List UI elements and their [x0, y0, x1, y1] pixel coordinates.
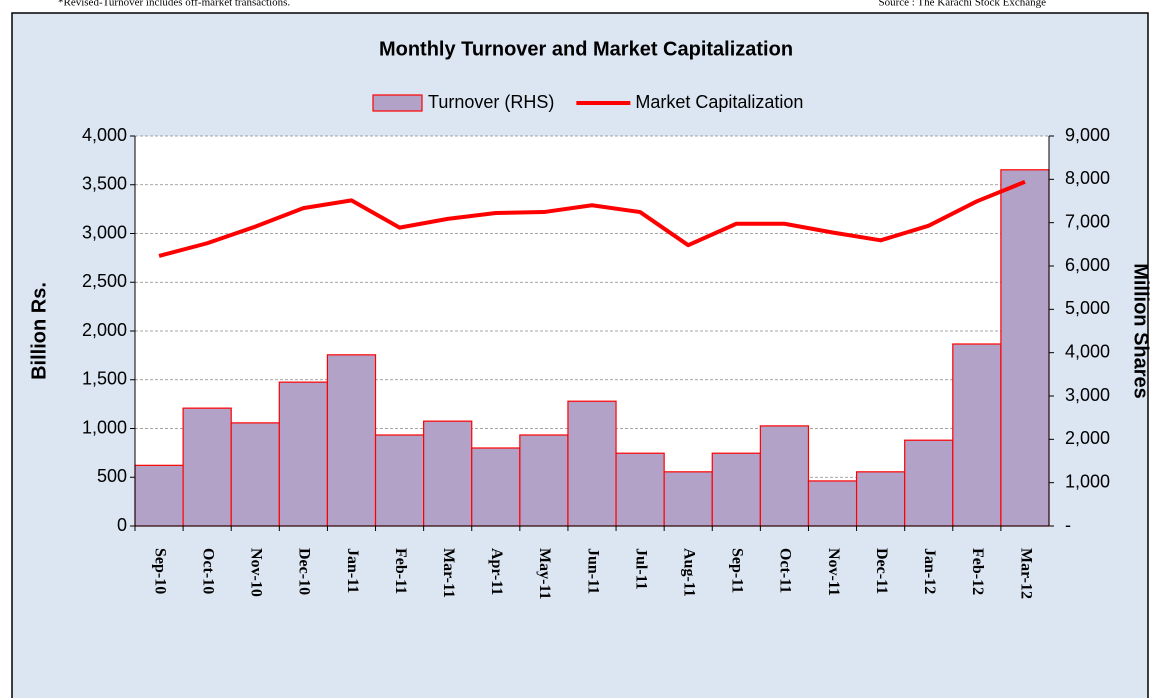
y2-tick-label: 1,000: [1065, 471, 1110, 491]
y-tick-label: 1,500: [82, 369, 127, 389]
bar: [904, 439, 954, 527]
y2-tick-label: 7,000: [1065, 211, 1110, 231]
y2-tick-label: 8,000: [1065, 168, 1110, 188]
bar: [326, 354, 377, 527]
bar: [519, 434, 569, 527]
bar: [952, 343, 1002, 527]
x-tick-label: Jan-11: [344, 548, 361, 593]
y2-axis-label: Million Shares: [1130, 263, 1150, 399]
x-tick-label: Feb-11: [392, 548, 409, 594]
x-tick-label: Jun-11: [584, 548, 601, 594]
x-tick-label: Dec-11: [873, 548, 890, 594]
y-tick-label: 2,500: [82, 271, 127, 291]
y2-tick-label: 4,000: [1065, 341, 1110, 361]
bar: [134, 464, 184, 527]
x-tick-label: Sep-10: [151, 548, 168, 594]
y-tick-label: 4,000: [82, 125, 127, 145]
y2-tick-label: 2,000: [1065, 428, 1110, 448]
x-tick-label: Sep-11: [729, 548, 746, 593]
bar: [663, 471, 713, 527]
legend-label: Turnover (RHS): [428, 92, 554, 112]
y2-tick-label: 5,000: [1065, 298, 1110, 318]
note: *Revised-Turnover includes off-market tr…: [58, 0, 290, 9]
bar: [567, 400, 617, 527]
bar: [759, 425, 810, 527]
bar: [278, 381, 329, 527]
bar: [1000, 169, 1050, 527]
x-tick-label: Oct-11: [777, 548, 794, 593]
bar: [855, 471, 906, 527]
bar: [615, 452, 665, 527]
y-tick-label: 0: [117, 515, 127, 535]
y2-tick-label: 3,000: [1065, 385, 1110, 405]
x-tick-label: Dec-10: [296, 548, 313, 595]
bar: [423, 420, 473, 527]
bar: [471, 447, 521, 527]
x-tick-label: May-11: [536, 548, 553, 600]
x-tick-label: Jul-11: [632, 548, 649, 590]
y-tick-label: 3,500: [82, 174, 127, 194]
legend-swatch: [372, 94, 423, 112]
x-tick-label: Apr-11: [488, 548, 505, 595]
y2-tick-label: 6,000: [1065, 255, 1110, 275]
chart-title: Monthly Turnover and Market Capitalizati…: [379, 38, 793, 60]
line: [158, 179, 1026, 258]
bar: [182, 407, 232, 527]
y-axis-label: Billion Rs.: [28, 282, 50, 380]
bar: [807, 480, 858, 527]
x-tick-label: Feb-12: [969, 548, 986, 595]
source: Source : The Karachi Stock Exchange: [879, 0, 1047, 9]
x-tick-label: Mar-11: [440, 548, 457, 598]
x-tick-label: Nov-11: [825, 548, 842, 596]
bar: [374, 434, 425, 527]
y2-tick-label: -: [1065, 515, 1071, 535]
x-tick-label: Jan-12: [921, 548, 938, 594]
bar: [230, 422, 280, 527]
y2-tick-label: 9,000: [1065, 125, 1110, 145]
x-tick-label: Nov-10: [248, 548, 265, 597]
y-tick-label: 1,000: [82, 417, 127, 437]
y-tick-label: 500: [97, 466, 127, 486]
bar: [711, 452, 761, 527]
y-tick-label: 2,000: [82, 320, 127, 340]
y-tick-label: 3,000: [82, 222, 127, 242]
x-tick-label: Aug-11: [681, 548, 698, 597]
legend-label: Market Capitalization: [635, 92, 803, 112]
x-tick-label: Oct-10: [199, 548, 216, 594]
x-tick-label: Mar-12: [1017, 548, 1034, 599]
